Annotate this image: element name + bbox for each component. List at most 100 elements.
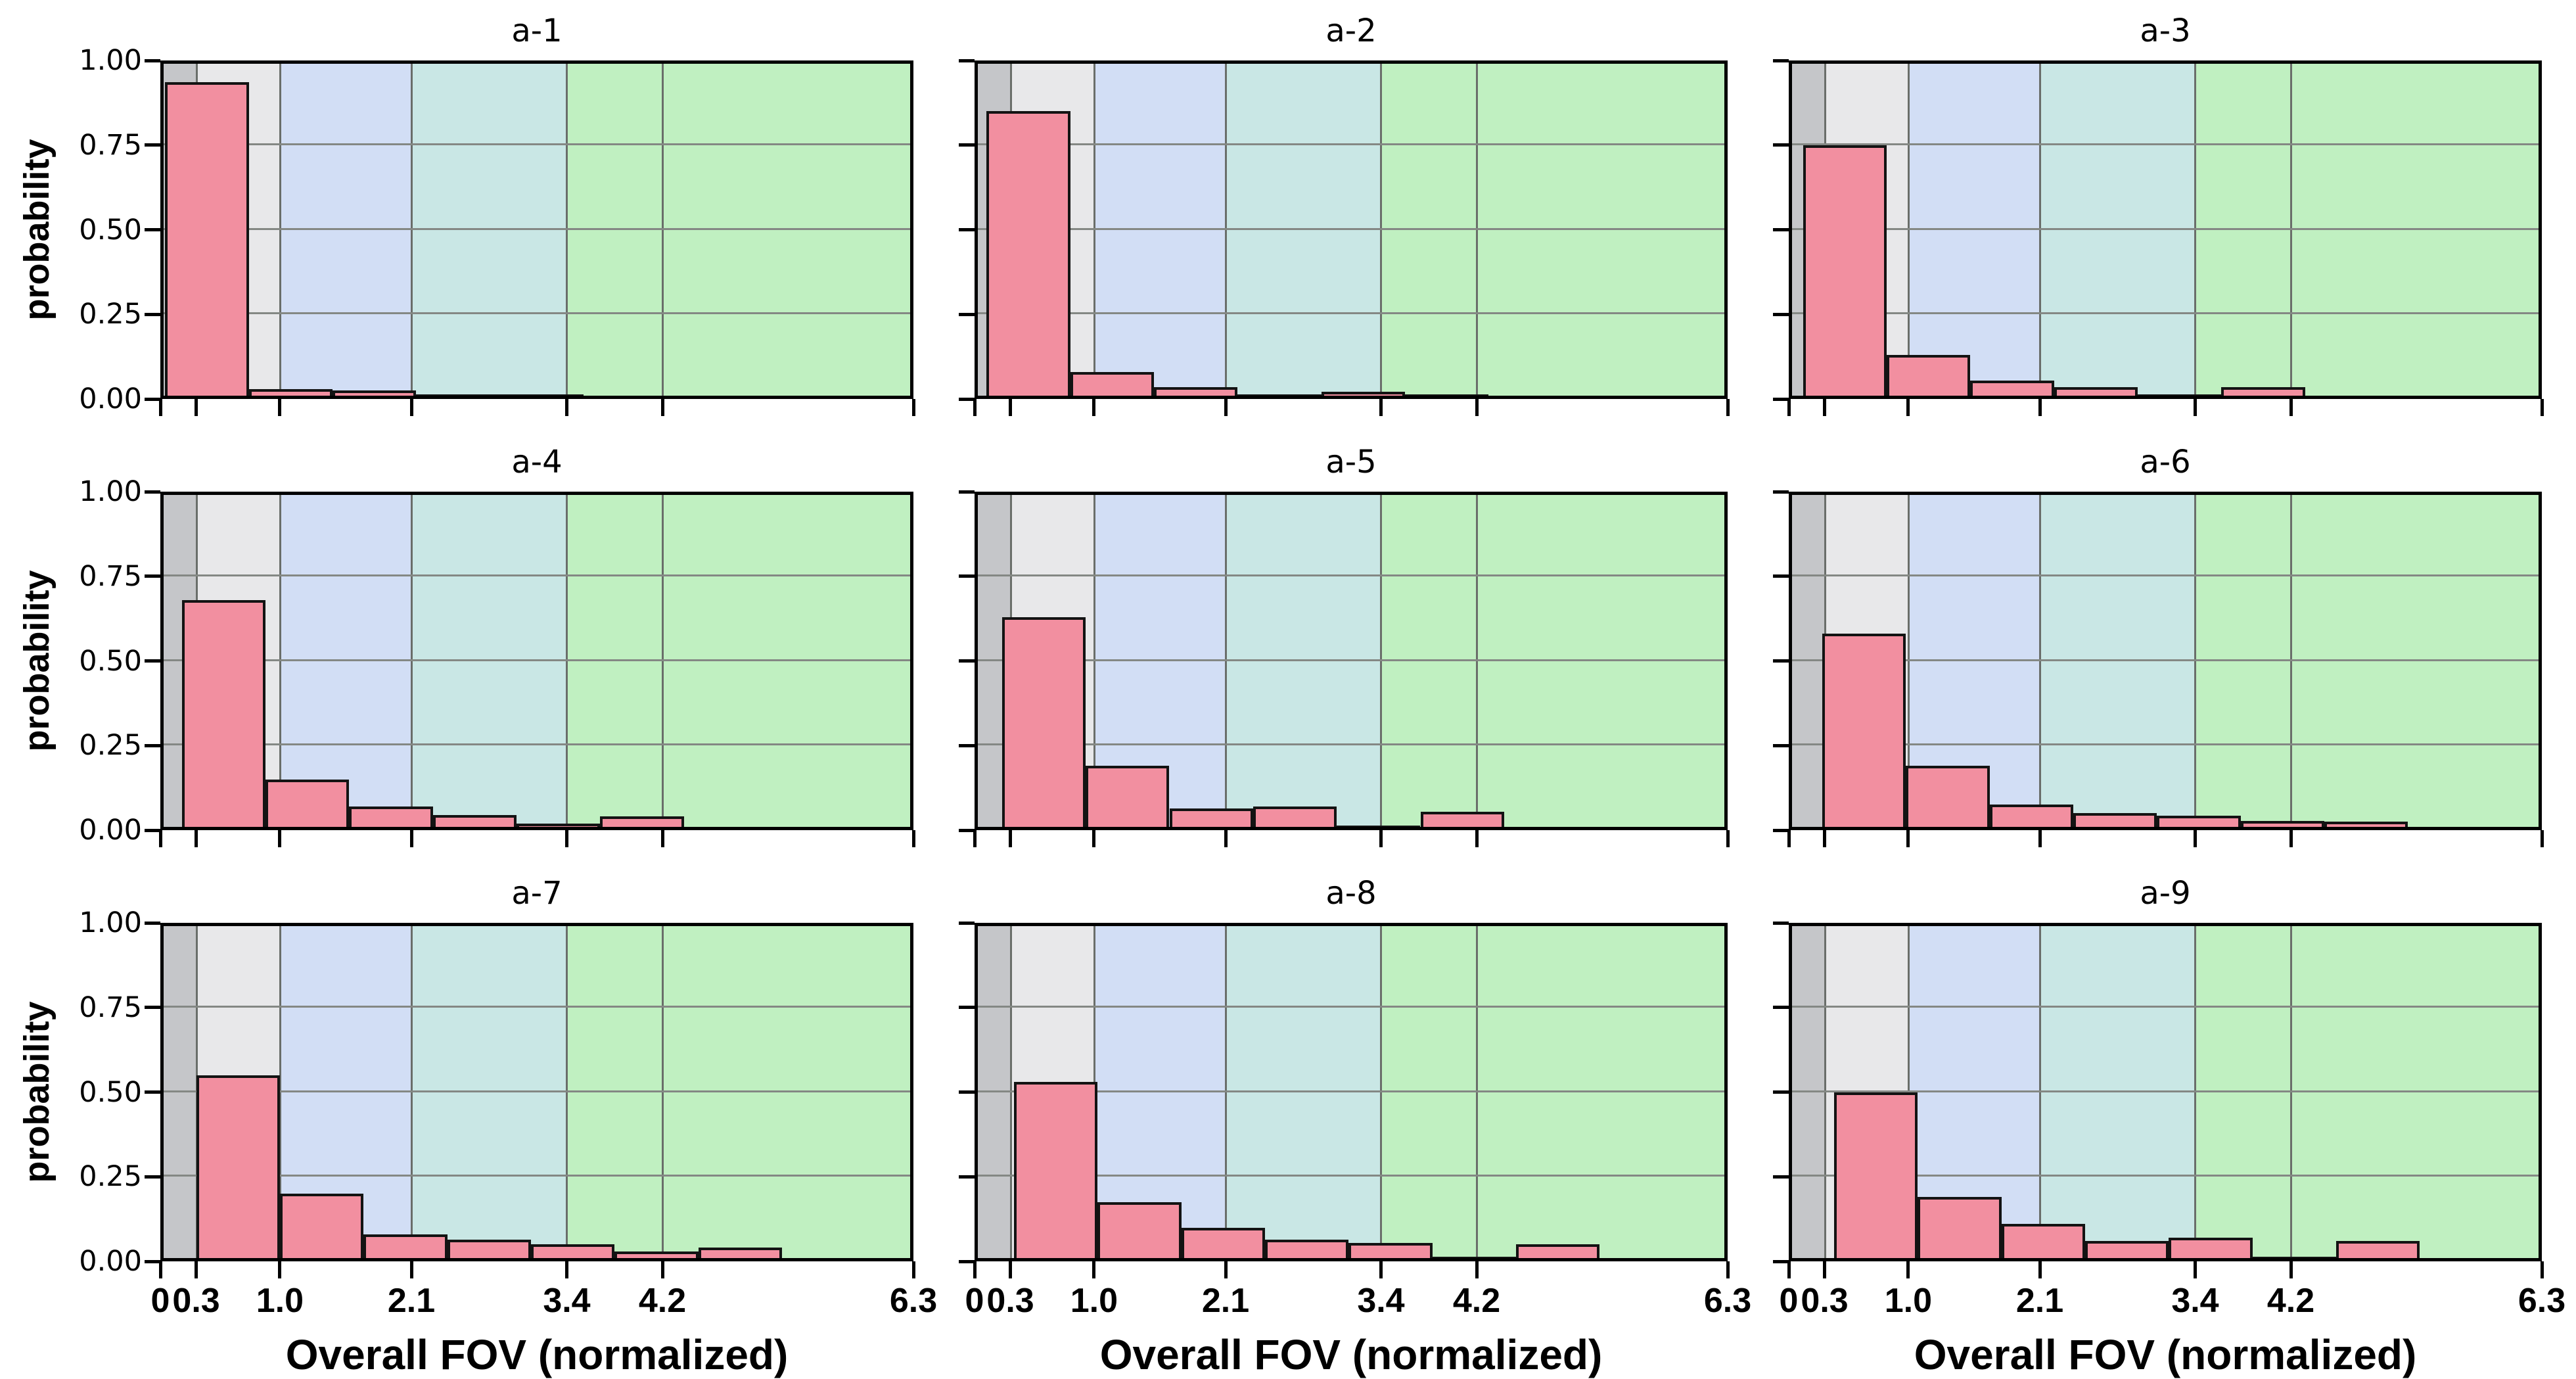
- y-gridline: [1789, 143, 2542, 145]
- y-gridline: [160, 1090, 913, 1092]
- y-tick-label: 0.75: [79, 991, 142, 1024]
- y-tick-mark: [1773, 312, 1789, 316]
- x-gridline: [1225, 923, 1227, 1261]
- x-tick-mark: [564, 1261, 568, 1278]
- x-tick-label: 3.4: [1357, 1282, 1405, 1320]
- x-gridline: [2194, 923, 2197, 1261]
- y-tick-mark: [1773, 58, 1789, 62]
- y-tick-mark: [959, 143, 975, 147]
- x-gridline: [662, 923, 664, 1261]
- y-tick-label: 0.25: [79, 729, 142, 762]
- y-gridline: [1789, 1175, 2542, 1177]
- y-tick-mark: [145, 1175, 160, 1179]
- x-tick-label: 1.0: [1884, 1282, 1933, 1320]
- x-gridline: [2290, 60, 2292, 399]
- histogram-bar: [698, 1248, 782, 1261]
- y-tick-mark: [959, 1006, 975, 1010]
- histogram-bar: [165, 82, 249, 399]
- y-tick-label: 0.00: [79, 814, 142, 847]
- y-tick-mark: [1773, 1259, 1789, 1263]
- x-tick-mark: [2038, 830, 2042, 847]
- y-gridline: [1789, 1090, 2542, 1092]
- x-tick-mark: [158, 399, 162, 416]
- y-tick-label: 0.75: [79, 128, 142, 162]
- background-band-0: [160, 923, 196, 1261]
- y-tick-mark: [145, 312, 160, 316]
- histogram-bar: [1014, 1082, 1098, 1261]
- background-band-3: [2040, 923, 2196, 1261]
- x-tick-mark: [1224, 830, 1228, 847]
- y-tick-mark: [145, 574, 160, 578]
- y-axis-label: probability: [17, 139, 57, 321]
- x-tick-mark: [2289, 1261, 2293, 1278]
- background-band-2: [279, 60, 411, 399]
- y-tick-mark: [959, 659, 975, 663]
- background-band-3: [1226, 923, 1381, 1261]
- x-tick-mark: [1726, 830, 1730, 847]
- y-gridline: [160, 743, 913, 746]
- x-tick-mark: [1379, 399, 1383, 416]
- x-tick-mark: [1009, 830, 1013, 847]
- histogram-bar: [2054, 386, 2138, 399]
- x-tick-mark: [1823, 1261, 1827, 1278]
- y-tick-mark: [959, 58, 975, 62]
- histogram-bar: [1086, 766, 1170, 830]
- x-gridline: [1009, 923, 1012, 1261]
- y-tick-mark: [1773, 1090, 1789, 1094]
- y-tick-mark: [145, 58, 160, 62]
- x-gridline: [1380, 60, 1383, 399]
- y-tick-label: 0.50: [79, 213, 142, 246]
- histogram-bar: [2252, 1257, 2337, 1261]
- plot-area-a-5: [975, 492, 1728, 830]
- x-tick-mark: [911, 399, 915, 416]
- plot-area-a-3: [1789, 60, 2542, 399]
- x-gridline: [411, 60, 413, 399]
- plot-area-a-1: [160, 60, 913, 399]
- x-gridline: [2290, 923, 2292, 1261]
- y-gridline: [1789, 227, 2542, 230]
- x-tick-mark: [911, 1261, 915, 1278]
- x-gridline: [662, 60, 664, 399]
- y-tick-mark: [145, 659, 160, 663]
- x-tick-mark: [278, 399, 282, 416]
- background-band-4: [2195, 492, 2542, 830]
- x-gridline: [2194, 60, 2197, 399]
- y-tick-mark: [959, 743, 975, 747]
- x-tick-mark: [2193, 399, 2197, 416]
- x-tick-mark: [2038, 1261, 2042, 1278]
- x-tick-label: 2.1: [387, 1282, 436, 1320]
- background-band-4: [1381, 492, 1728, 830]
- y-tick-label: 1.00: [79, 475, 142, 508]
- subplot-title-a-6: a-6: [2140, 444, 2191, 480]
- histogram-bar: [1070, 371, 1154, 399]
- plot-area-a-4: [160, 492, 913, 830]
- x-tick-mark: [911, 830, 915, 847]
- x-tick-label: 1.0: [1070, 1282, 1118, 1320]
- y-gridline: [975, 312, 1728, 315]
- x-axis-label: Overall FOV (normalized): [285, 1331, 789, 1378]
- y-gridline: [1789, 312, 2542, 315]
- histogram-bar: [1887, 355, 1971, 399]
- y-axis-label: probability: [17, 1001, 57, 1183]
- y-tick-mark: [145, 397, 160, 401]
- y-gridline: [975, 1090, 1728, 1092]
- y-gridline: [975, 1005, 1728, 1008]
- x-gridline: [1225, 60, 1227, 399]
- x-gridline: [2194, 492, 2197, 830]
- y-gridline: [160, 659, 913, 661]
- histogram-bar: [517, 823, 601, 830]
- x-tick-mark: [158, 830, 162, 847]
- subplot-title-a-7: a-7: [511, 875, 563, 912]
- histogram-bar: [1169, 808, 1253, 830]
- y-tick-label: 0.00: [79, 383, 142, 415]
- subplot-title-a-4: a-4: [511, 444, 563, 480]
- y-gridline: [1789, 574, 2542, 576]
- histogram-bar: [1348, 1242, 1433, 1261]
- x-tick-mark: [195, 1261, 198, 1278]
- y-tick-mark: [145, 490, 160, 494]
- x-tick-mark: [2540, 1261, 2544, 1278]
- plot-area-a-9: [1789, 923, 2542, 1261]
- background-band-3: [411, 923, 567, 1261]
- y-tick-label: 0.25: [79, 298, 142, 331]
- x-tick-label: 4.2: [638, 1282, 687, 1320]
